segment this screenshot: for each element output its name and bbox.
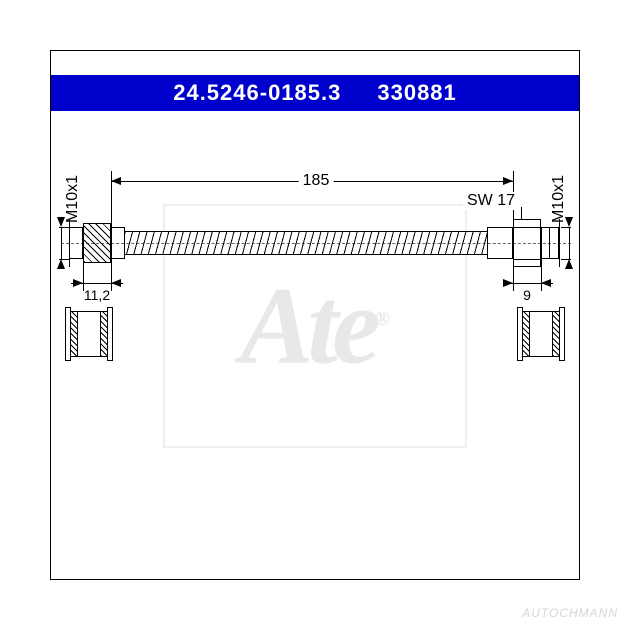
hex-midline xyxy=(513,259,541,260)
diagram-canvas: Ate® 24.5246-0185.3 330881 185 M10x1 M10… xyxy=(50,50,580,580)
dim-thread-left-label: M10x1 xyxy=(64,171,82,227)
cross-section-right xyxy=(521,311,561,357)
arrowhead xyxy=(111,177,121,185)
hex-midline xyxy=(513,227,541,228)
dim-11-label: 11,2 xyxy=(80,287,114,303)
centerline xyxy=(61,243,571,244)
cs-lip xyxy=(65,307,71,361)
dim-thread-right-label: M10x1 xyxy=(550,171,568,227)
part-number: 24.5246-0185.3 xyxy=(173,80,341,106)
arrowhead xyxy=(541,279,551,287)
watermark-registered: ® xyxy=(375,307,390,329)
arrowhead xyxy=(503,177,513,185)
header-band: 24.5246-0185.3 330881 xyxy=(51,75,579,111)
watermark-site: AUTOCHMANN xyxy=(522,606,618,620)
arrowhead xyxy=(565,259,573,269)
cs-lip xyxy=(107,307,113,361)
arrowhead xyxy=(503,279,513,287)
dim-length-label: 185 xyxy=(299,172,334,190)
arrowhead xyxy=(73,279,83,287)
watermark-logo: Ate® xyxy=(240,262,390,389)
secondary-number: 330881 xyxy=(377,80,456,106)
arrowhead xyxy=(111,279,121,287)
dim-wrench-label: SW 17 xyxy=(463,192,519,210)
ext-line xyxy=(513,267,514,291)
cs-lip xyxy=(517,307,523,361)
watermark-logo-text: Ate xyxy=(240,264,375,386)
cross-section-left xyxy=(69,311,109,357)
cs-lip xyxy=(559,307,565,361)
dim-9-label: 9 xyxy=(519,287,535,303)
arrowhead xyxy=(57,259,65,269)
